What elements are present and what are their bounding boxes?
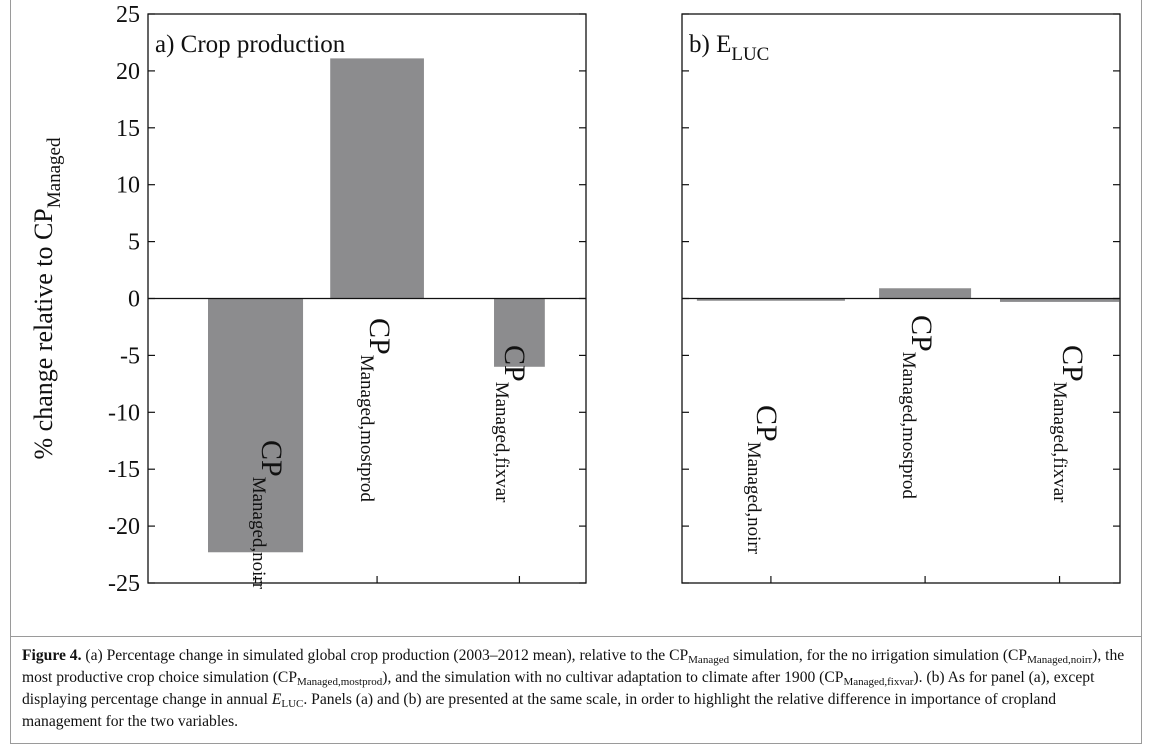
caption-text: (a) Percentage change in simulated globa… — [81, 647, 689, 664]
caption-text: Managed,noirr — [1027, 654, 1093, 666]
bar — [330, 58, 424, 299]
category-label-sub: Managed,noirr — [743, 442, 764, 555]
category-label-sub: Managed,fixvar — [491, 382, 512, 503]
category-label: CPManaged,mostprod — [898, 315, 938, 499]
y-tick-label: -15 — [108, 457, 140, 483]
y-axis-label-text: % change relative to CP — [29, 208, 58, 459]
bar — [696, 298, 845, 301]
y-tick-label: 10 — [116, 173, 140, 199]
y-tick-label: 15 — [116, 116, 140, 142]
category-label-main: CP — [363, 318, 396, 355]
caption-text: ), and the simulation with no cultivar a… — [382, 669, 844, 686]
caption-text: LUC — [281, 698, 304, 710]
category-label-sub: Managed,fixvar — [1049, 382, 1070, 503]
category-label-sub: Managed,mostprod — [898, 352, 919, 500]
caption-text: Managed — [688, 654, 730, 666]
y-tick-label: 5 — [128, 230, 140, 256]
category-label-main: CP — [1056, 345, 1089, 382]
chart: -25 -20 -15 -10 -5 0 5 10 15 20 25 a) Crop producti… — [29, 2, 1121, 597]
caption-separator — [10, 636, 1142, 637]
y-tick-label: 20 — [116, 59, 140, 85]
y-tick-label: -10 — [108, 400, 140, 426]
category-label-sub: Managed,mostprod — [356, 355, 377, 503]
caption: Figure 4. (a) Percentage change in simul… — [22, 645, 1134, 733]
panel-title-text: a) Crop production — [155, 31, 346, 58]
category-label: CPManaged,mostprod — [356, 318, 396, 502]
category-label: CPManaged,fixvar — [1049, 345, 1089, 503]
caption-text: Managed,mostprod — [297, 676, 383, 688]
category-label: CPManaged,noirr — [248, 440, 288, 590]
category-label-main: CP — [498, 345, 531, 382]
y-axis-label-sub: Managed — [44, 137, 65, 208]
category-label-main: CP — [255, 440, 288, 477]
bar — [494, 298, 545, 367]
category-label-sub: Managed,noirr — [248, 477, 269, 590]
caption-text: E — [271, 691, 282, 708]
caption-text: . Panels (a) and (b) are presented at th… — [22, 691, 1057, 730]
caption-text: Figure 4. — [22, 647, 82, 664]
y-tick-label: 0 — [128, 287, 140, 313]
panel-title-sub: LUC — [731, 44, 769, 65]
category-label: CPManaged,noirr — [743, 405, 783, 555]
panel-title-text: b) E — [689, 31, 731, 58]
y-axis-label: % change relative to CPManaged — [29, 137, 65, 459]
category-label-main: CP — [750, 405, 783, 442]
caption-text: Managed,fixvar — [843, 676, 914, 688]
bar — [999, 298, 1120, 302]
bar — [879, 288, 972, 299]
panel-title: b) ELUC — [689, 31, 769, 65]
caption-text: simulation, for the no irrigation simula… — [729, 647, 1028, 664]
y-tick-label: -20 — [108, 514, 140, 540]
caption-text: ). (b) As for panel (a), except displayi… — [22, 669, 1095, 708]
category-label: CPManaged,fixvar — [491, 345, 531, 503]
y-tick-label: -25 — [108, 571, 140, 597]
caption-text: ), the most productive crop choice simul… — [22, 647, 1125, 686]
category-label-main: CP — [905, 315, 938, 352]
y-tick-label: -5 — [120, 343, 140, 369]
figure-frame — [10, 0, 1142, 744]
y-tick-label: 25 — [116, 2, 140, 28]
panel-title: a) Crop production — [155, 31, 346, 58]
bar — [208, 298, 304, 553]
